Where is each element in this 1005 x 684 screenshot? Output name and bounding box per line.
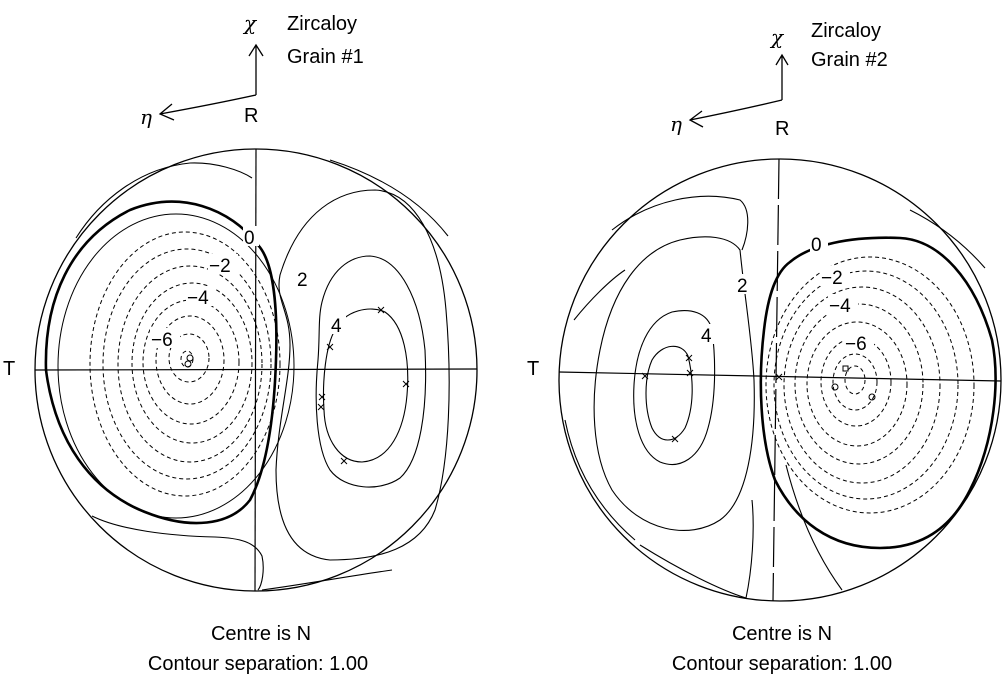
eta-arrow (690, 100, 782, 127)
contour-label-neg6: −6 (845, 334, 867, 355)
caption-contour-separation: Contour separation: 1.00 (148, 653, 368, 675)
marker (185, 361, 191, 367)
zero-contour (46, 202, 276, 523)
negative-contours (58, 214, 294, 518)
negative-contours (766, 257, 974, 513)
chi-axis-label: χ (769, 25, 785, 49)
contour-label-2: 2 (737, 276, 748, 297)
contour-label-neg2: −2 (209, 256, 231, 277)
caption-centre: Centre is N (211, 623, 311, 645)
contour-label-4: 4 (701, 326, 712, 347)
contour-line (833, 354, 877, 410)
chi-axis-label: χ (242, 11, 258, 35)
marker (319, 394, 325, 400)
contour-line (262, 570, 392, 590)
contour-line (795, 304, 923, 464)
contour-line (594, 237, 754, 531)
pole-figure-grain-1: χ η Zircaloy Grain #1 R T (3, 11, 477, 675)
marker (843, 366, 848, 371)
contour-line (276, 190, 449, 560)
t-direction-label: T (3, 358, 15, 380)
r-direction-label: R (244, 105, 258, 127)
contour-line (143, 300, 239, 424)
material-label: Zircaloy (811, 20, 881, 42)
contour-line (612, 196, 748, 250)
contour-line (316, 256, 425, 487)
pole-figure-grain-2: χ η Zircaloy Grain #2 R T (527, 20, 1001, 675)
eta-axis-label: η (140, 105, 152, 129)
contour-labels: 0 −2 −4 −6 2 4 (150, 226, 346, 351)
contour-line (766, 257, 974, 513)
marker (327, 344, 333, 350)
zero-contour (761, 238, 996, 548)
data-markers (642, 355, 875, 442)
grain-label: Grain #2 (811, 49, 888, 71)
contour-line (330, 160, 448, 236)
contour-label-neg4: −4 (829, 296, 851, 317)
contour-label-2: 2 (297, 270, 308, 291)
contour-labels: 0 −2 −4 −6 2 4 (700, 233, 874, 355)
contour-label-neg2: −2 (821, 268, 843, 289)
contour-line (774, 271, 958, 499)
vertical-diameter (255, 149, 256, 591)
contour-label-4: 4 (331, 316, 342, 337)
caption-contour-separation: Contour separation: 1.00 (672, 653, 892, 675)
contour-line (58, 214, 294, 518)
grain-label: Grain #1 (287, 46, 364, 68)
r-direction-label: R (775, 118, 789, 140)
contour-line (92, 516, 263, 590)
contour-line (646, 346, 692, 440)
marker (318, 404, 324, 410)
material-label: Zircaloy (287, 13, 357, 35)
contour-line (574, 270, 625, 320)
t-direction-label: T (527, 358, 539, 380)
contour-label-0: 0 (811, 235, 822, 256)
contour-line (640, 500, 753, 598)
axis-indicator (690, 55, 788, 127)
eta-axis-label: η (670, 112, 682, 136)
marker (341, 458, 347, 464)
marker (187, 355, 193, 361)
contour-label-neg6: −6 (151, 330, 173, 351)
contour-line (565, 420, 635, 540)
contour-label-neg4: −4 (187, 288, 209, 309)
eta-arrow (160, 95, 256, 120)
caption-centre: Centre is N (732, 623, 832, 645)
data-markers (185, 307, 409, 464)
contour-label-0: 0 (244, 228, 255, 249)
chi-arrow (249, 45, 263, 95)
chi-arrow (776, 55, 788, 100)
